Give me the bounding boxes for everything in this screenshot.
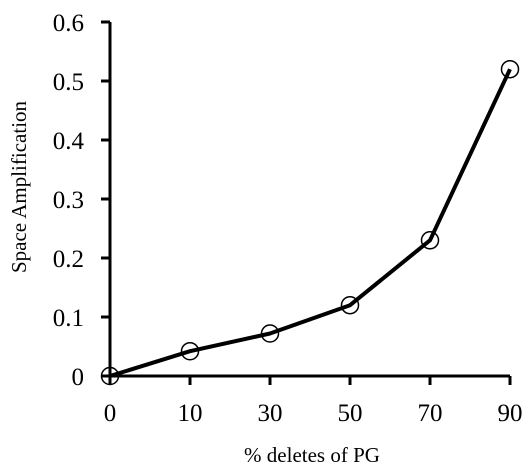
y-tick-label: 0.1 xyxy=(53,305,84,332)
data-point xyxy=(340,295,360,315)
y-tick-label: 0 xyxy=(72,364,85,391)
x-tick-label: 90 xyxy=(498,400,523,427)
y-tick-label: 0.6 xyxy=(53,10,84,37)
data-point xyxy=(420,231,440,250)
y-tick-label: 0.3 xyxy=(53,187,84,214)
x-tick-label: 30 xyxy=(258,400,283,427)
x-tick-label: 10 xyxy=(178,400,203,427)
data-markers xyxy=(100,59,520,386)
data-point xyxy=(100,366,120,386)
data-point xyxy=(180,341,200,361)
data-point xyxy=(260,324,280,343)
x-tick-label: 70 xyxy=(418,400,443,427)
series-line xyxy=(109,68,512,378)
y-ticks: 0 0.1 0.2 0.3 0.4 0.5 0.6 xyxy=(53,10,110,391)
y-tick-label: 0.5 xyxy=(53,69,84,96)
data-point xyxy=(500,59,520,79)
x-ticks: 0 10 30 50 70 90 xyxy=(104,376,523,427)
x-axis-title: % deletes of PG xyxy=(244,443,380,467)
x-tick-label: 0 xyxy=(104,400,117,427)
y-tick-label: 0.4 xyxy=(53,128,85,155)
y-tick-label: 0.2 xyxy=(53,246,84,273)
x-tick-label: 50 xyxy=(338,400,363,427)
y-axis-title: Space Amplification xyxy=(7,100,31,273)
